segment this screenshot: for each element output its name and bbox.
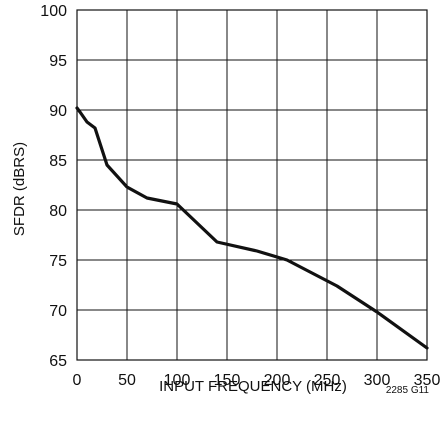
x-tick-label-100: 100 xyxy=(164,372,191,389)
x-tick-label-200: 200 xyxy=(264,372,291,389)
x-tick-label-250: 250 xyxy=(314,372,341,389)
series-layer xyxy=(75,106,429,350)
sfdr-series-line-0 xyxy=(75,106,429,350)
y-tick-label-85: 85 xyxy=(49,153,67,170)
x-tick-label-300: 300 xyxy=(364,372,391,389)
grid-layer xyxy=(77,10,427,360)
x-tick-label-350: 350 xyxy=(414,372,441,389)
y-tick-label-90: 90 xyxy=(49,103,67,120)
tick-labels-layer: 0 50 100 150 200 250 300 350 65 70 75 80 85 90 95 100 xyxy=(40,3,440,389)
x-tick-label-0: 0 xyxy=(73,372,82,389)
y-tick-label-75: 75 xyxy=(49,253,67,270)
x-axis-label: INPUT FREQUENCY (MHz) xyxy=(159,378,347,395)
y-tick-label-100: 100 xyxy=(40,3,67,20)
x-tick-label-50: 50 xyxy=(118,372,136,389)
y-tick-label-95: 95 xyxy=(49,53,67,70)
plot-frame xyxy=(76,9,428,361)
x-tick-label-150: 150 xyxy=(214,372,241,389)
y-tick-label-65: 65 xyxy=(49,353,67,370)
figure-code-label: 2285 G11 xyxy=(386,385,430,396)
y-tick-label-70: 70 xyxy=(49,303,67,320)
y-axis-label: SFDR (dBRS) xyxy=(11,142,28,236)
y-tick-label-80: 80 xyxy=(49,203,67,220)
